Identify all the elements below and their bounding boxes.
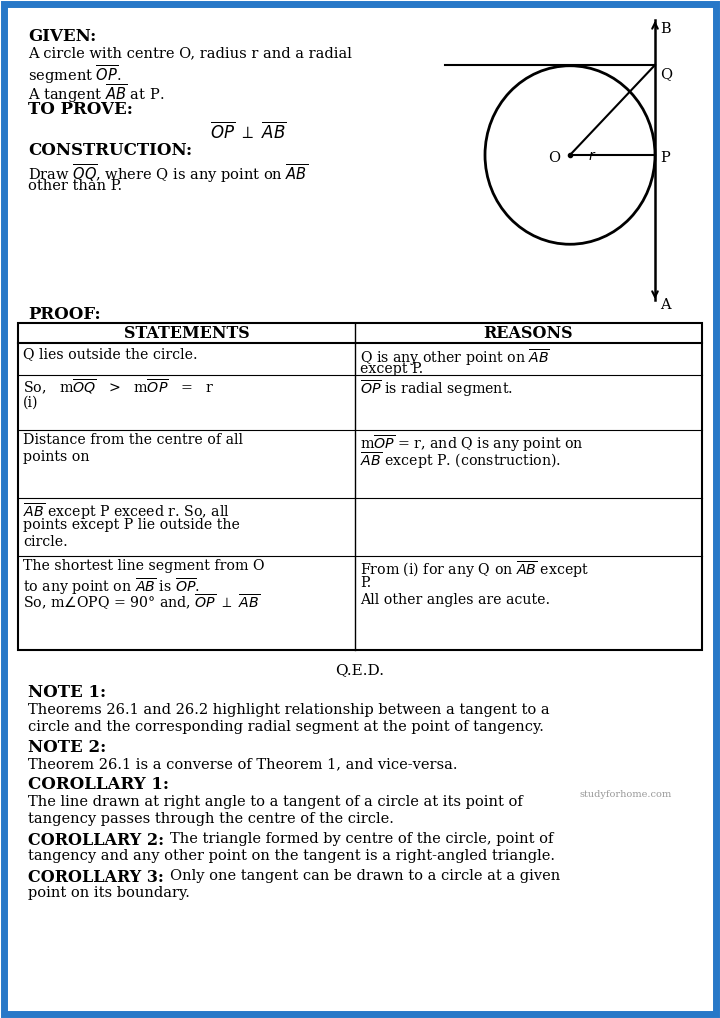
Text: Q is any other point on $\overline{AB}$: Q is any other point on $\overline{AB}$ [360, 347, 550, 367]
Text: $\overline{AB}$ except P. (construction).: $\overline{AB}$ except P. (construction)… [360, 450, 561, 470]
Text: Draw $\overline{OQ}$, where Q is any point on $\overline{AB}$: Draw $\overline{OQ}$, where Q is any poi… [28, 162, 308, 184]
Text: Theorems 26.1 and 26.2 highlight relationship between a tangent to a: Theorems 26.1 and 26.2 highlight relatio… [28, 703, 549, 717]
Text: COROLLARY 1:: COROLLARY 1: [28, 776, 169, 793]
Text: $\overline{OP}$ $\perp$ $\overline{AB}$: $\overline{OP}$ $\perp$ $\overline{AB}$ [210, 122, 287, 144]
Text: NOTE 2:: NOTE 2: [28, 739, 107, 756]
Text: TO PROVE:: TO PROVE: [28, 101, 133, 118]
Text: So, m$\angle$OPQ = 90° and, $\overline{OP}$ $\perp$ $\overline{AB}$: So, m$\angle$OPQ = 90° and, $\overline{O… [23, 593, 260, 612]
Text: A: A [660, 298, 670, 312]
Text: A tangent $\overline{AB}$ at P.: A tangent $\overline{AB}$ at P. [28, 82, 164, 105]
Text: P: P [660, 151, 670, 165]
Text: PROOF:: PROOF: [28, 306, 101, 323]
Text: NOTE 1:: NOTE 1: [28, 684, 106, 701]
Text: circle and the corresponding radial segment at the point of tangency.: circle and the corresponding radial segm… [28, 720, 544, 734]
Text: Q: Q [660, 67, 672, 81]
Text: The triangle formed by centre of the circle, point of: The triangle formed by centre of the cir… [170, 832, 554, 846]
Text: CONSTRUCTION:: CONSTRUCTION: [28, 142, 192, 159]
Text: REASONS: REASONS [484, 325, 573, 342]
Text: B: B [660, 22, 670, 36]
Text: Only one tangent can be drawn to a circle at a given: Only one tangent can be drawn to a circl… [170, 869, 560, 883]
Text: Theorem 26.1 is a converse of Theorem 1, and vice-versa.: Theorem 26.1 is a converse of Theorem 1,… [28, 757, 457, 771]
Text: O: O [548, 151, 560, 165]
Text: points on: points on [23, 450, 89, 464]
Text: Q lies outside the circle.: Q lies outside the circle. [23, 347, 197, 361]
Text: segment $\overline{OP}$.: segment $\overline{OP}$. [28, 63, 122, 86]
Text: Q.E.D.: Q.E.D. [336, 663, 384, 677]
Text: except P.: except P. [360, 362, 423, 376]
Text: So,   m$\overline{OQ}$   >   m$\overline{OP}$   =   r: So, m$\overline{OQ}$ > m$\overline{OP}$ … [23, 378, 214, 397]
Text: point on its boundary.: point on its boundary. [28, 886, 190, 900]
Text: Distance from the centre of all: Distance from the centre of all [23, 433, 243, 447]
Text: circle.: circle. [23, 535, 68, 549]
Text: tangency passes through the centre of the circle.: tangency passes through the centre of th… [28, 812, 394, 826]
Text: (i): (i) [23, 396, 38, 410]
Text: $\overline{AB}$ except P exceed r. So, all: $\overline{AB}$ except P exceed r. So, a… [23, 501, 230, 521]
Text: From (i) for any Q on $\overline{AB}$ except: From (i) for any Q on $\overline{AB}$ ex… [360, 559, 589, 579]
Text: P.: P. [360, 576, 372, 590]
Text: $r$: $r$ [588, 149, 596, 163]
Text: tangency and any other point on the tangent is a right-angled triangle.: tangency and any other point on the tang… [28, 849, 555, 863]
Text: GIVEN:: GIVEN: [28, 29, 96, 45]
Bar [18, 323, 702, 651]
Text: to any point on $\overline{AB}$ is $\overline{OP}$.: to any point on $\overline{AB}$ is $\ove… [23, 576, 200, 597]
Text: m$\overline{OP}$ = r, and Q is any point on: m$\overline{OP}$ = r, and Q is any point… [360, 433, 583, 453]
Text: The shortest line segment from O: The shortest line segment from O [23, 559, 264, 573]
Text: The line drawn at right angle to a tangent of a circle at its point of: The line drawn at right angle to a tange… [28, 795, 523, 809]
Text: $\overline{OP}$ is radial segment.: $\overline{OP}$ is radial segment. [360, 378, 513, 398]
Text: studyforhome.com: studyforhome.com [580, 790, 672, 799]
Text: COROLLARY 3:: COROLLARY 3: [28, 869, 164, 886]
Text: points except P lie outside the: points except P lie outside the [23, 518, 240, 532]
Text: STATEMENTS: STATEMENTS [124, 325, 249, 342]
Text: other than P.: other than P. [28, 179, 122, 193]
Text: A circle with centre O, radius r and a radial: A circle with centre O, radius r and a r… [28, 46, 352, 60]
Text: COROLLARY 2:: COROLLARY 2: [28, 832, 164, 849]
Text: All other angles are acute.: All other angles are acute. [360, 593, 550, 607]
